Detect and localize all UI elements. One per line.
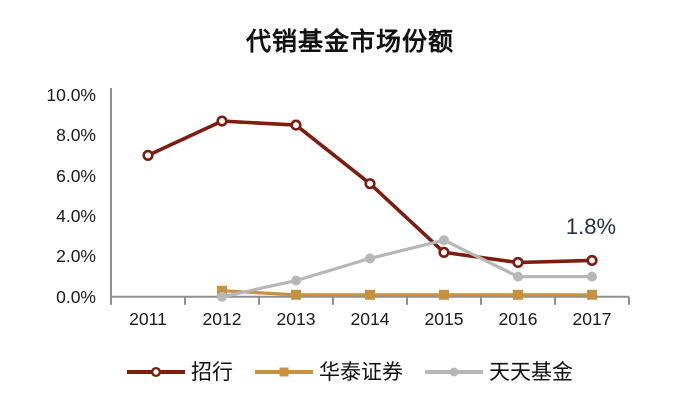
x-tick-label: 2014	[350, 309, 390, 329]
x-tick-label: 2013	[276, 309, 316, 329]
y-tick-label: 8.0%	[56, 125, 96, 145]
y-tick-label: 6.0%	[56, 166, 96, 186]
x-tick-label: 2011	[129, 309, 167, 329]
y-tick-label: 10.0%	[46, 85, 96, 105]
legend-label: 华泰证券	[319, 360, 403, 384]
x-tick-label: 2017	[572, 309, 612, 329]
x-tick-label: 2012	[202, 309, 242, 329]
chart-legend: 招行 华泰证券 天天基金	[0, 358, 700, 386]
legend-label: 天天基金	[489, 360, 573, 384]
line-circle-marker-icon	[425, 367, 483, 377]
x-tick-label: 2016	[498, 309, 538, 329]
legend-item-zhaohang: 招行	[127, 358, 233, 386]
y-tick-label: 2.0%	[56, 246, 96, 266]
y-tick-label: 4.0%	[56, 206, 96, 226]
line-square-marker-icon	[255, 367, 313, 377]
x-tick-label: 2015	[424, 309, 464, 329]
line-circle-open-marker-icon	[127, 366, 185, 378]
y-tick-label: 0.0%	[56, 287, 96, 307]
legend-item-huatai: 华泰证券	[255, 358, 403, 386]
data-label-annotation: 1.8%	[565, 214, 617, 239]
legend-item-tiantian: 天天基金	[425, 358, 573, 386]
chart-title: 代销基金市场份额	[245, 27, 454, 56]
x-axis-labels: 2011 2012 2013 2014 2015 2016 2017	[111, 309, 629, 330]
legend-label: 招行	[191, 360, 233, 384]
